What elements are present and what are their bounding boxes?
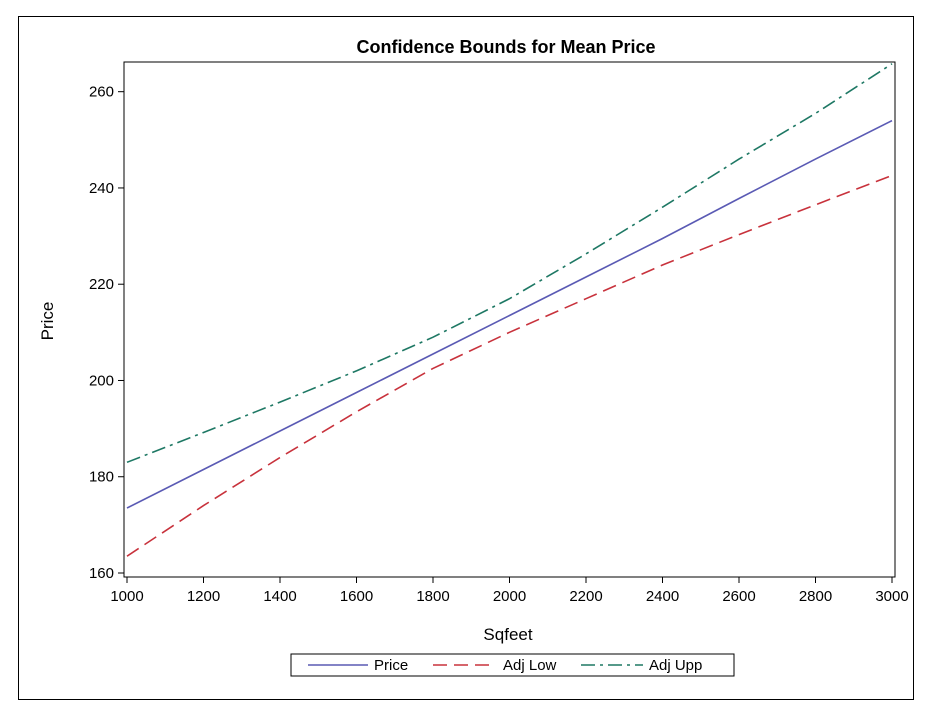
x-tick-label: 1000 bbox=[110, 588, 143, 605]
y-tick-label: 200 bbox=[89, 372, 114, 389]
x-tick-label: 2200 bbox=[569, 588, 602, 605]
y-axis-label: Price bbox=[38, 302, 57, 341]
y-tick-label: 240 bbox=[89, 180, 114, 197]
series-line-adj-upp bbox=[126, 63, 893, 464]
y-tick-label: 220 bbox=[89, 276, 114, 293]
legend-label: Adj Low bbox=[503, 657, 557, 674]
x-tick-label: 1200 bbox=[187, 588, 220, 605]
x-tick-label: 3000 bbox=[875, 588, 908, 605]
series-lines bbox=[126, 63, 893, 557]
x-axis: 1000 1200 1400 1600 1800 2000 2200 2400 2600 2800… bbox=[110, 577, 909, 605]
x-tick-label: 1400 bbox=[263, 588, 296, 605]
y-axis: 160 180 200 220 240 260 bbox=[89, 84, 124, 582]
legend: Price Adj Low Adj Upp bbox=[290, 653, 735, 677]
x-tick-label: 2800 bbox=[799, 588, 832, 605]
x-tick-label: 2400 bbox=[646, 588, 679, 605]
x-tick-label: 2600 bbox=[722, 588, 755, 605]
x-tick-label: 1800 bbox=[416, 588, 449, 605]
y-tick-label: 160 bbox=[89, 565, 114, 582]
legend-box bbox=[290, 653, 735, 677]
x-axis-label: Sqfeet bbox=[483, 625, 532, 644]
legend-label: Adj Upp bbox=[649, 657, 702, 674]
series-line-price bbox=[126, 119, 893, 509]
x-tick-label: 2000 bbox=[493, 588, 526, 605]
y-tick-label: 180 bbox=[89, 469, 114, 486]
legend-label: Price bbox=[374, 657, 408, 674]
series-line-adj-low bbox=[126, 174, 893, 557]
chart-title: Confidence Bounds for Mean Price bbox=[356, 37, 655, 57]
y-tick-label: 260 bbox=[89, 84, 114, 101]
x-tick-label: 1600 bbox=[340, 588, 373, 605]
plot-area bbox=[123, 61, 896, 578]
chart-frame bbox=[18, 16, 914, 700]
